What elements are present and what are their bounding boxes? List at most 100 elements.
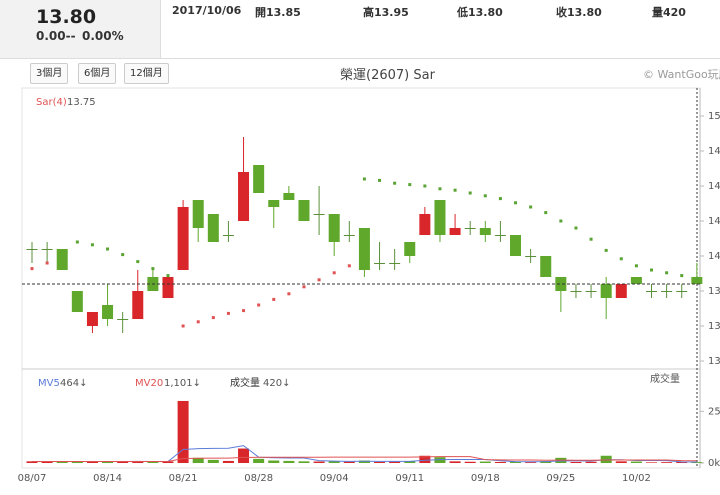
volume-bar — [570, 461, 582, 463]
candle-body — [56, 249, 68, 270]
candle-body — [207, 214, 219, 242]
legend-mv5-value: 464↓ — [60, 378, 87, 389]
candle-body — [132, 291, 144, 319]
candle-body — [691, 277, 703, 284]
candle-body — [510, 235, 522, 256]
y-tick-label: 14 — [708, 216, 720, 227]
candle-body — [646, 291, 658, 292]
sar-dot — [574, 226, 578, 230]
volume-bar — [313, 461, 325, 463]
y-tick-label: 14 — [708, 181, 720, 192]
candle-body — [358, 228, 370, 270]
legend-sar-value: 13.75 — [67, 97, 96, 108]
candle-body — [389, 263, 401, 264]
sar-dot — [287, 292, 291, 296]
sar-dot — [151, 267, 155, 271]
volume-bar — [343, 461, 355, 463]
volume-bar — [328, 461, 340, 463]
percent: 0.00% — [82, 29, 124, 43]
close: 收13.80 — [556, 6, 602, 19]
sar-dot — [332, 271, 336, 275]
price: 13.80 — [36, 6, 97, 28]
sar-dot — [559, 219, 563, 223]
credit: © WantGoo玩股 — [643, 68, 720, 81]
quote-header: 13.80 0.00-- 0.00% 2017/10/06 開13.85 高13… — [0, 0, 720, 59]
candle-body — [661, 291, 673, 292]
ma-line — [32, 456, 697, 462]
candle-body — [464, 228, 476, 229]
volume-bar — [676, 461, 688, 463]
x-tick-label: 09/18 — [471, 473, 500, 484]
x-tick-label: 08/28 — [244, 473, 273, 484]
volume-bar — [207, 459, 219, 463]
volume-bar — [510, 461, 522, 463]
x-tick-label: 08/14 — [93, 473, 122, 484]
ma-line — [31, 445, 697, 463]
volume-bar — [86, 461, 98, 463]
sar-dot — [695, 276, 699, 280]
candle-body — [676, 291, 688, 292]
volume-bar — [661, 462, 673, 463]
volume-bar — [585, 461, 597, 463]
volume-bar — [71, 461, 83, 463]
sar-dot — [257, 303, 261, 307]
volume-label: 成交量 — [650, 372, 680, 385]
candle-body — [343, 235, 355, 236]
candle-body — [374, 263, 386, 264]
range-button[interactable]: 6個月 — [78, 63, 117, 84]
x-tick-label: 08/21 — [169, 473, 198, 484]
sar-dot — [408, 183, 412, 187]
sar-dot — [302, 285, 306, 289]
volume-bar — [479, 461, 491, 463]
candle-body — [630, 277, 642, 284]
legend-mv5: MV5 — [38, 378, 60, 389]
volume-bar — [449, 461, 461, 463]
candle-body — [298, 200, 310, 221]
range-button[interactable]: 3個月 — [30, 63, 69, 84]
sar-dot — [272, 297, 276, 301]
low: 低13.80 — [457, 6, 503, 19]
volume-bar — [494, 461, 506, 463]
candle-body — [192, 200, 204, 228]
volume-bar — [56, 461, 68, 463]
legend-mv20-value: 1,101↓ — [164, 378, 201, 389]
sar-dot — [317, 278, 321, 282]
volume-bar — [41, 461, 53, 463]
legend-volume-value: 420↓ — [263, 378, 290, 389]
sar-dot — [181, 324, 185, 328]
x-tick-label: 09/25 — [546, 473, 575, 484]
volume-bar — [615, 461, 627, 463]
candle-body — [253, 165, 265, 193]
sar-dot — [468, 191, 472, 195]
sar-dot — [393, 181, 397, 185]
y-tick-label: 15 — [708, 111, 720, 122]
sar-dot — [650, 268, 654, 272]
x-tick-label: 09/11 — [395, 473, 424, 484]
sar-dot — [106, 247, 110, 251]
volume-bar — [646, 462, 658, 463]
y-tick-label: 0k — [708, 458, 720, 469]
y-tick-label: 13 — [708, 321, 720, 332]
candle-body — [494, 235, 506, 236]
volume-bar — [283, 460, 295, 463]
sar-dot — [242, 309, 246, 313]
candle-body — [540, 256, 552, 277]
volume-bar — [525, 462, 537, 463]
sar-dot — [362, 177, 366, 181]
volume-bar — [434, 457, 446, 463]
sar-dot — [121, 253, 125, 257]
volume-bar — [26, 461, 38, 463]
sar-dot — [604, 248, 608, 252]
volume-bar — [374, 461, 386, 463]
candle-body — [117, 319, 129, 320]
volume-bar — [464, 461, 476, 463]
candle-body — [283, 193, 295, 200]
candle-body — [313, 214, 325, 215]
candle-body — [222, 235, 234, 236]
x-tick-label: 10/02 — [622, 473, 651, 484]
range-button[interactable]: 12個月 — [124, 63, 169, 84]
y-tick-label: 14 — [708, 146, 720, 157]
sar-dot — [90, 243, 94, 247]
